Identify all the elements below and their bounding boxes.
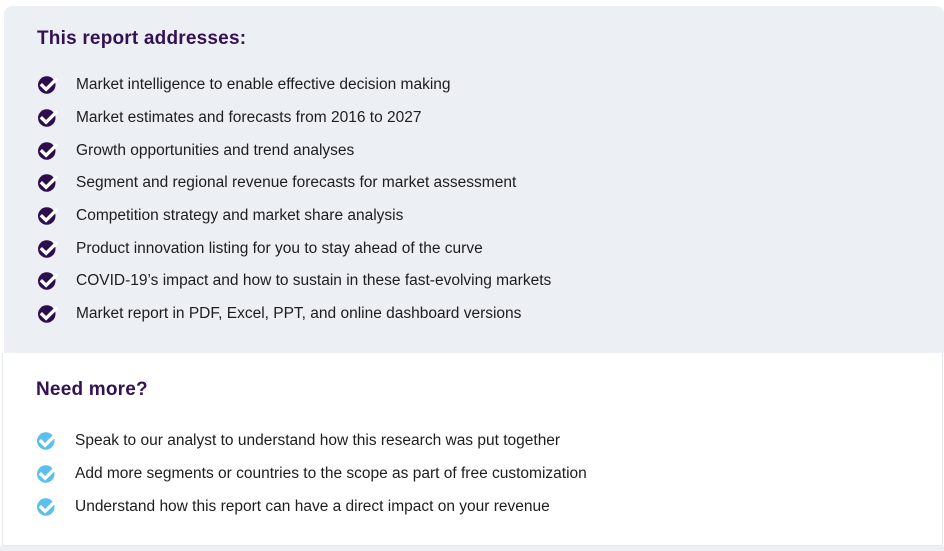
check-circle-icon: [38, 75, 58, 95]
list-item: Market estimates and forecasts from 2016…: [4, 102, 944, 135]
list-item: Segment and regional revenue forecasts f…: [4, 167, 944, 200]
check-circle-icon: [37, 431, 57, 451]
check-circle-icon: [38, 239, 58, 259]
list-item-label: Market estimates and forecasts from 2016…: [76, 109, 422, 127]
report-addresses-section: This report addresses: Market intelligen…: [4, 6, 944, 353]
page-bottom-strip: [0, 546, 944, 551]
list-item: Growth opportunities and trend analyses: [4, 134, 944, 167]
report-addresses-list: Market intelligence to enable effective …: [4, 69, 944, 331]
check-circle-icon: [38, 206, 58, 226]
list-item-label: Understand how this report can have a di…: [75, 497, 550, 515]
list-item: Product innovation listing for you to st…: [4, 232, 944, 265]
list-item: Speak to our analyst to understand how t…: [3, 425, 942, 458]
check-circle-icon: [38, 304, 58, 324]
check-circle-icon: [38, 271, 58, 291]
list-item-label: Add more segments or countries to the sc…: [75, 465, 587, 483]
list-item: Competition strategy and market share an…: [4, 200, 944, 233]
list-item-label: Speak to our analyst to understand how t…: [75, 432, 561, 450]
list-item: COVID-19’s impact and how to sustain in …: [4, 265, 944, 298]
list-item: Add more segments or countries to the sc…: [3, 458, 942, 491]
need-more-section: Need more? Speak to our analyst to under…: [2, 353, 943, 546]
report-addresses-heading: This report addresses:: [37, 28, 247, 49]
check-circle-icon: [37, 464, 57, 484]
list-item-label: Product innovation listing for you to st…: [76, 239, 483, 257]
check-circle-icon: [38, 173, 58, 193]
check-circle-icon: [37, 497, 57, 517]
list-item-label: Segment and regional revenue forecasts f…: [76, 174, 517, 192]
list-item-label: Competition strategy and market share an…: [76, 207, 404, 225]
list-item-label: COVID-19’s impact and how to sustain in …: [76, 272, 552, 290]
check-circle-icon: [38, 108, 58, 128]
need-more-heading: Need more?: [36, 379, 148, 400]
need-more-list: Speak to our analyst to understand how t…: [3, 425, 942, 523]
list-item: Understand how this report can have a di…: [3, 490, 942, 523]
list-item: Market report in PDF, Excel, PPT, and on…: [4, 298, 944, 331]
check-circle-icon: [38, 141, 58, 161]
list-item-label: Market report in PDF, Excel, PPT, and on…: [76, 305, 522, 323]
list-item-label: Growth opportunities and trend analyses: [76, 141, 355, 159]
list-item-label: Market intelligence to enable effective …: [76, 76, 451, 94]
list-item: Market intelligence to enable effective …: [4, 69, 944, 102]
